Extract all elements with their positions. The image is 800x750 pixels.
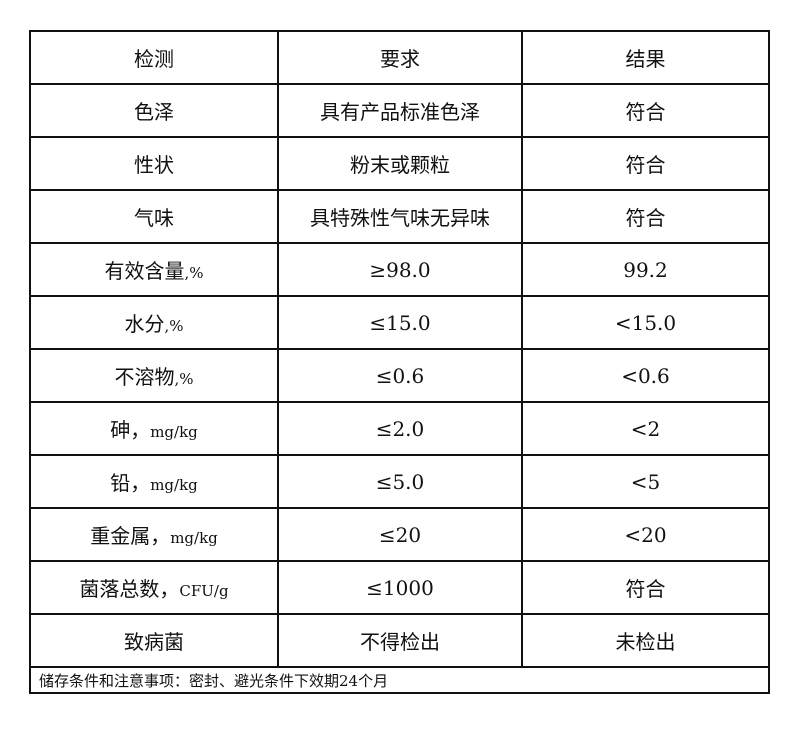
requirement-cell: ≤20: [277, 507, 523, 562]
item-cell: 不溶物,%: [29, 348, 279, 403]
result-cell: 99.2: [521, 242, 770, 297]
spec-table: 检测 要求 结果 色泽 具有产品标准色泽 符合 性状 粉末或颗粒 符合 气味 具特殊…: [29, 30, 770, 694]
table-row: 不溶物,% ≤0.6 <0.6: [29, 348, 770, 403]
header-item: 检测: [29, 30, 279, 85]
item-name: 重金属，: [90, 524, 171, 548]
item-name: 不溶物: [114, 365, 175, 389]
requirement-cell: ≤1000: [277, 560, 523, 615]
requirement-cell: ≤5.0: [277, 454, 523, 509]
item-unit: CFU/g: [179, 582, 229, 600]
requirement-cell: 具有产品标准色泽: [277, 83, 523, 138]
result-cell: 符合: [521, 189, 770, 244]
header-requirement: 要求: [277, 30, 523, 85]
table-row: 有效含量,% ≥98.0 99.2: [29, 242, 770, 297]
item-cell: 有效含量,%: [29, 242, 279, 297]
item-cell: 色泽: [29, 83, 279, 138]
requirement-cell: 粉末或颗粒: [277, 136, 523, 191]
item-name: 铅，: [110, 471, 151, 495]
result-cell: <2: [521, 401, 770, 456]
item-unit: mg/kg: [150, 476, 198, 494]
table-row: 色泽 具有产品标准色泽 符合: [29, 83, 770, 138]
result-cell: <15.0: [521, 295, 770, 350]
item-cell: 重金属，mg/kg: [29, 507, 279, 562]
item-cell: 性状: [29, 136, 279, 191]
result-cell: <0.6: [521, 348, 770, 403]
result-cell: 符合: [521, 560, 770, 615]
header-result: 结果: [521, 30, 770, 85]
item-cell: 气味: [29, 189, 279, 244]
result-cell: 符合: [521, 83, 770, 138]
result-cell: 未检出: [521, 613, 770, 668]
item-name: 性状: [134, 153, 174, 177]
item-name: 有效含量: [104, 259, 185, 283]
item-cell: 水分,%: [29, 295, 279, 350]
table-row: 性状 粉末或颗粒 符合: [29, 136, 770, 191]
item-cell: 砷，mg/kg: [29, 401, 279, 456]
table-row: 水分,% ≤15.0 <15.0: [29, 295, 770, 350]
result-cell: <20: [521, 507, 770, 562]
table-row: 铅，mg/kg ≤5.0 <5: [29, 454, 770, 509]
item-unit: ,%: [174, 370, 194, 388]
item-name: 气味: [134, 206, 174, 230]
result-cell: <5: [521, 454, 770, 509]
table-row: 致病菌 不得检出 未检出: [29, 613, 770, 668]
item-cell: 铅，mg/kg: [29, 454, 279, 509]
item-unit: ,%: [184, 264, 204, 282]
item-cell: 致病菌: [29, 613, 279, 668]
item-cell: 菌落总数，CFU/g: [29, 560, 279, 615]
table-row: 砷，mg/kg ≤2.0 <2: [29, 401, 770, 456]
item-unit: mg/kg: [150, 423, 198, 441]
item-name: 水分: [124, 312, 165, 336]
item-unit: mg/kg: [170, 529, 218, 547]
item-name: 菌落总数，: [79, 577, 180, 601]
requirement-cell: ≤15.0: [277, 295, 523, 350]
requirement-cell: 不得检出: [277, 613, 523, 668]
item-unit: ,%: [164, 317, 184, 335]
header-row: 检测 要求 结果: [29, 30, 770, 85]
requirement-cell: 具特殊性气味无异味: [277, 189, 523, 244]
requirement-cell: ≤0.6: [277, 348, 523, 403]
table-row: 气味 具特殊性气味无异味 符合: [29, 189, 770, 244]
item-name: 砷，: [110, 418, 151, 442]
footer-row: 储存条件和注意事项：密封、避光条件下效期24个月: [29, 666, 770, 694]
requirement-cell: ≥98.0: [277, 242, 523, 297]
storage-note: 储存条件和注意事项：密封、避光条件下效期24个月: [29, 666, 770, 694]
table-row: 菌落总数，CFU/g ≤1000 符合: [29, 560, 770, 615]
result-cell: 符合: [521, 136, 770, 191]
requirement-cell: ≤2.0: [277, 401, 523, 456]
table-row: 重金属，mg/kg ≤20 <20: [29, 507, 770, 562]
item-name: 色泽: [134, 100, 174, 124]
item-name: 致病菌: [124, 630, 184, 654]
